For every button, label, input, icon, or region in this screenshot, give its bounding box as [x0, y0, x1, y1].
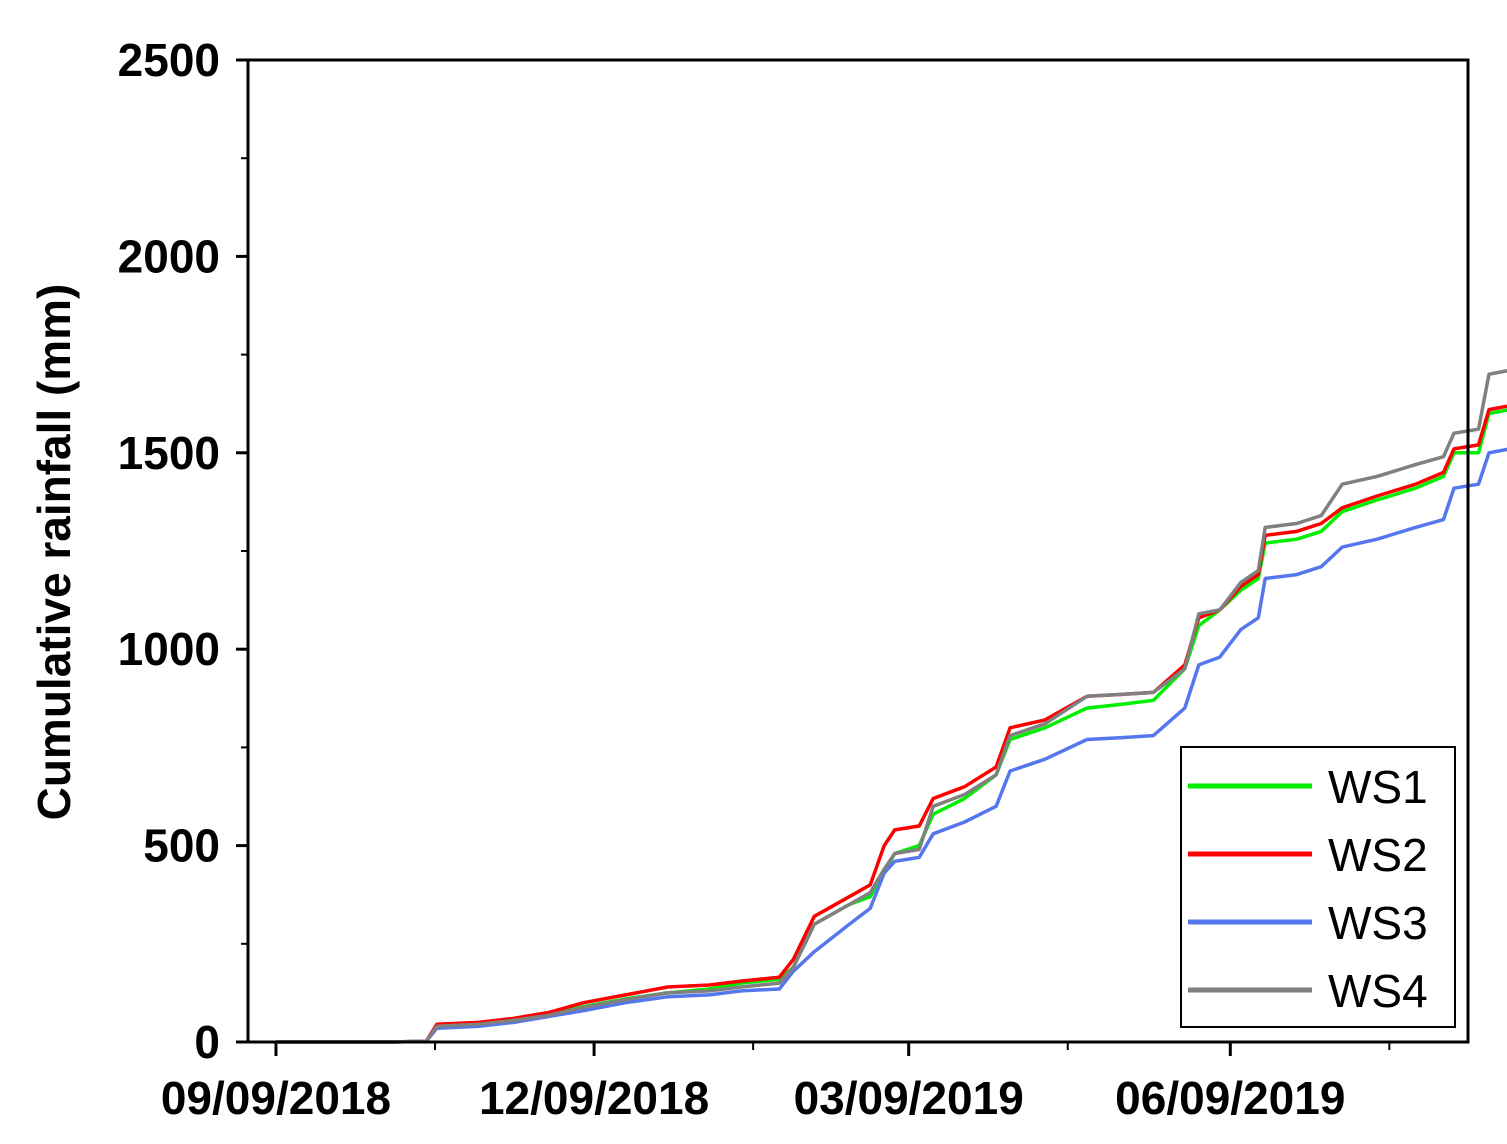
- x-tick-label: 06/09/2019: [1115, 1072, 1345, 1124]
- series-line-ws3: [276, 447, 1507, 1044]
- series-layer: [276, 369, 1507, 1044]
- legend-label-ws2: WS2: [1328, 829, 1428, 881]
- y-tick-label: 1000: [118, 623, 220, 675]
- legend: WS1 WS2 WS3 WS4: [1180, 746, 1456, 1028]
- legend-label-ws1: WS1: [1328, 761, 1428, 813]
- axis-tick-labels: 0 500 1000 1500 2000 2500 09/09/2018 12/09/2018…: [118, 34, 1346, 1124]
- plot-frame: [246, 58, 1470, 1044]
- legend-label-ws4: WS4: [1328, 965, 1428, 1017]
- x-tick-label: 12/09/2018: [479, 1072, 709, 1124]
- series-line-ws4: [276, 369, 1507, 1044]
- x-tick-label: 03/09/2019: [794, 1072, 1024, 1124]
- y-tick-label: 0: [194, 1016, 220, 1068]
- y-tick-label: 2000: [118, 230, 220, 282]
- legend-label-ws3: WS3: [1328, 897, 1428, 949]
- y-tick-label: 1500: [118, 427, 220, 479]
- y-tick-label: 2500: [118, 34, 220, 86]
- y-axis-title-group: Cumulative rainfall (mm): [28, 284, 80, 821]
- x-tick-label: 09/09/2018: [161, 1072, 391, 1124]
- legend-box: [1180, 746, 1456, 1028]
- axis-ticks: [236, 58, 1391, 1056]
- y-tick-label: 500: [143, 820, 220, 872]
- y-axis-title: Cumulative rainfall (mm): [28, 284, 80, 821]
